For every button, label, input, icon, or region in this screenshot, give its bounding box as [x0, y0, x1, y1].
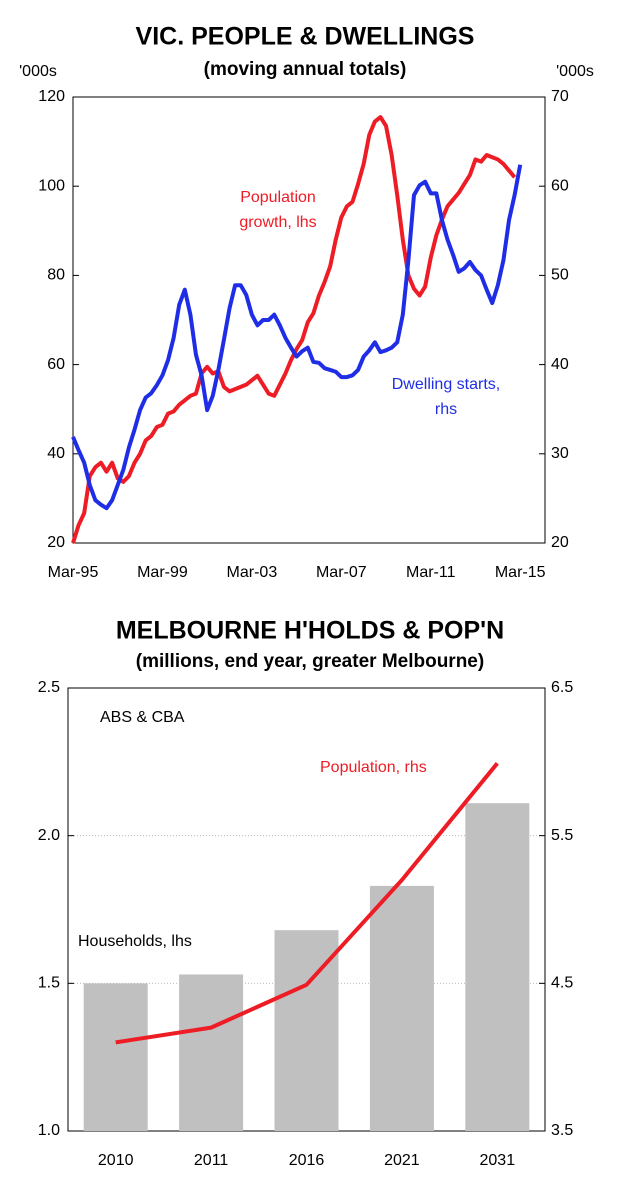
y-tick-label: 120 — [38, 88, 65, 105]
series-label: Households, lhs — [78, 933, 192, 950]
line-series — [71, 164, 523, 511]
y2-tick-label: 70 — [551, 88, 569, 105]
y-unit: '000s — [19, 63, 57, 80]
y-tick-label: 40 — [47, 445, 65, 462]
y2-unit: '000s — [556, 63, 594, 80]
bar — [369, 885, 434, 1131]
x-tick-label: Mar-07 — [316, 564, 367, 581]
y-tick-label: 100 — [38, 177, 65, 194]
x-tick-label: Mar-03 — [227, 564, 278, 581]
y2-tick-label: 30 — [551, 445, 569, 462]
y2-tick-label: 3.5 — [551, 1122, 573, 1139]
series-label: growth, lhs — [239, 214, 316, 231]
bar — [179, 974, 244, 1131]
x-tick-label: 2010 — [98, 1152, 134, 1169]
x-tick-label: 2021 — [384, 1152, 420, 1169]
chart-title: MELBOURNE H'HOLDS & POP'N — [116, 617, 504, 645]
y2-tick-label: 40 — [551, 356, 569, 373]
y-tick-label: 1.5 — [38, 975, 60, 992]
x-tick-label: 2016 — [289, 1152, 325, 1169]
y2-tick-label: 60 — [551, 177, 569, 194]
x-tick-label: Mar-15 — [495, 564, 546, 581]
y-tick-label: 1.0 — [38, 1122, 60, 1139]
y-tick-label: 20 — [47, 534, 65, 551]
series-label: Population, rhs — [320, 759, 427, 776]
line-series — [115, 762, 499, 1045]
x-tick-label: 2011 — [194, 1152, 229, 1169]
y2-tick-label: 50 — [551, 267, 569, 284]
series-label: Dwelling starts, — [392, 376, 500, 393]
plot-frame — [72, 96, 546, 544]
y2-tick-label: 6.5 — [551, 679, 573, 696]
y2-tick-label: 4.5 — [551, 975, 573, 992]
y-tick-label: 2.0 — [38, 827, 60, 844]
x-tick-label: Mar-95 — [48, 564, 99, 581]
bar — [83, 983, 148, 1131]
y-tick-label: 80 — [47, 267, 65, 284]
source-note: ABS & CBA — [100, 709, 185, 726]
y-tick-label: 2.5 — [38, 679, 60, 696]
y2-tick-label: 5.5 — [551, 827, 573, 844]
y2-tick-label: 20 — [551, 534, 569, 551]
chart-subtitle: (millions, end year, greater Melbourne) — [136, 651, 484, 672]
line-series — [71, 115, 517, 544]
series-label: Population — [240, 189, 316, 206]
x-tick-label: Mar-99 — [137, 564, 188, 581]
series-label: rhs — [435, 401, 457, 418]
y-tick-label: 60 — [47, 356, 65, 373]
x-tick-label: Mar-11 — [406, 564, 456, 581]
x-tick-label: 2031 — [480, 1152, 516, 1169]
chart-subtitle: (moving annual totals) — [204, 59, 407, 80]
bar — [465, 803, 530, 1131]
chart-title: VIC. PEOPLE & DWELLINGS — [136, 23, 475, 51]
